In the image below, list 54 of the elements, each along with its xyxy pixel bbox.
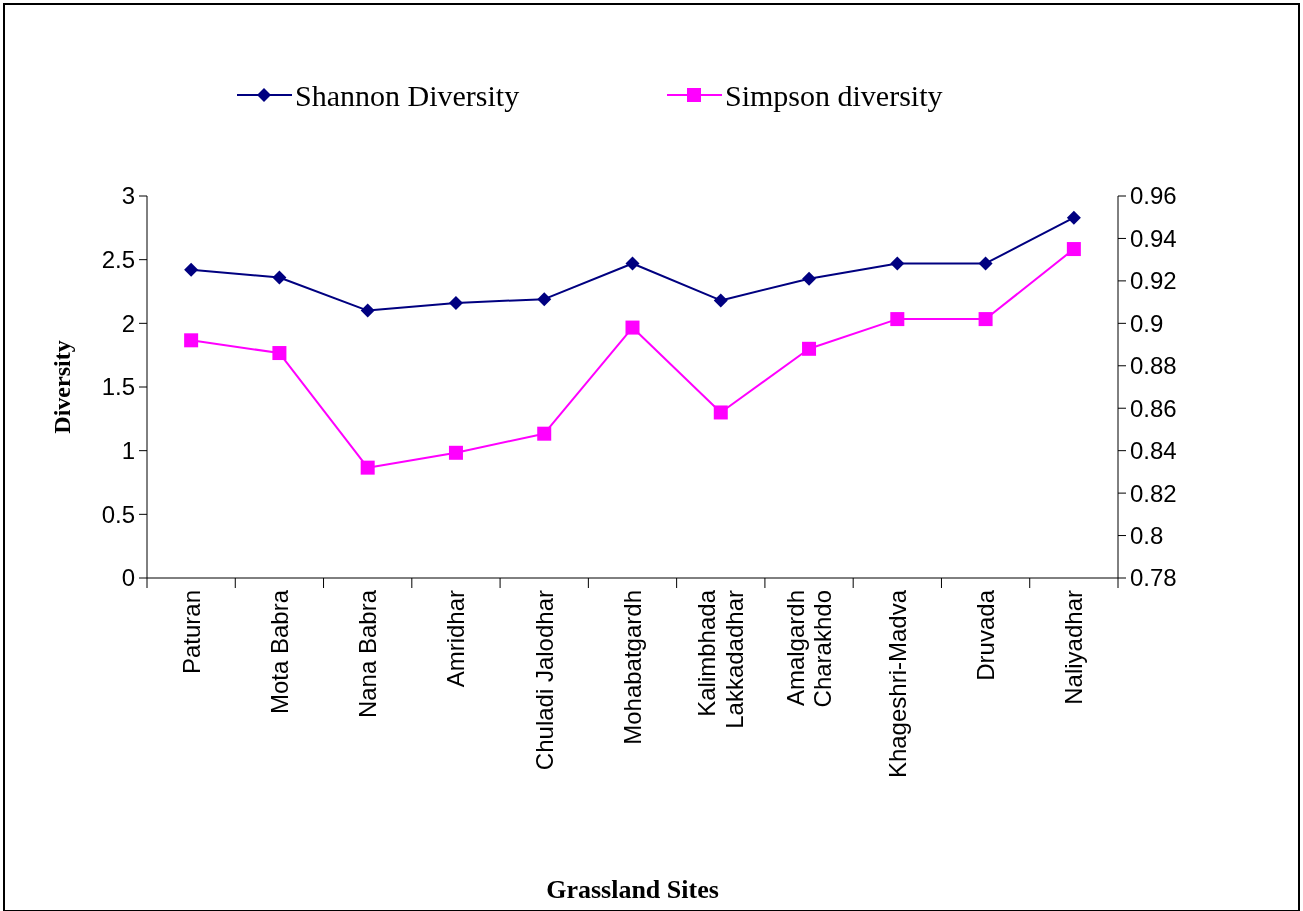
y-tick-label: 1 — [121, 437, 135, 465]
x-tick-label: Chuladi Jalodhar — [530, 590, 558, 771]
point — [272, 346, 287, 361]
x-tick-label: Nana Babra — [354, 589, 382, 719]
legend-label: Shannon Diversity — [295, 78, 520, 112]
point — [978, 312, 993, 327]
legend-label: Simpson diversity — [725, 78, 943, 112]
y2-tick-label: 0.88 — [1130, 352, 1177, 380]
y-tick-label: 3 — [121, 182, 135, 210]
y2-tick-label: 0.82 — [1130, 479, 1177, 507]
x-tick-label: Amridhar — [442, 589, 470, 688]
point — [890, 312, 905, 327]
point — [978, 256, 993, 271]
y2-tick-label: 0.96 — [1130, 182, 1177, 210]
point — [890, 256, 905, 271]
y2-tick-label: 0.92 — [1130, 267, 1177, 295]
y-tick-label: 0 — [121, 564, 135, 592]
point — [1066, 242, 1081, 257]
x-tick-label: Amalgardh Charakhdo — [781, 590, 837, 708]
point — [802, 341, 817, 356]
y2-tick-label: 0.9 — [1130, 309, 1164, 337]
point — [713, 293, 728, 308]
point — [713, 405, 728, 420]
point — [625, 256, 640, 271]
y2-tick-label: 0.94 — [1130, 224, 1177, 252]
y2-tick-label: 0.84 — [1130, 437, 1177, 465]
point — [272, 270, 287, 285]
y-axis-title: Diversity — [49, 340, 75, 434]
x-tick-label: Paturan — [177, 590, 205, 675]
point — [184, 333, 199, 348]
point — [360, 460, 375, 475]
point — [184, 262, 199, 277]
y-tick-label: 0.5 — [101, 500, 135, 528]
x-tick-label: Mohabatgardh — [618, 590, 646, 745]
x-tick-label: Druvada — [971, 589, 999, 681]
point — [625, 320, 640, 335]
x-tick-label: Naliyadhar — [1060, 590, 1088, 705]
y-tick-label: 2.5 — [101, 246, 135, 274]
x-tick-label: Khageshri-Madva — [883, 589, 911, 779]
point — [360, 303, 375, 318]
x-tick-label: Mota Babra — [265, 589, 293, 715]
point — [1066, 210, 1081, 225]
point — [448, 445, 463, 460]
point — [802, 271, 817, 286]
y2-tick-label: 0.78 — [1130, 564, 1177, 592]
x-axis-title: Grassland Sites — [546, 875, 719, 904]
x-tick-label: Kalimbhada Lakkadadhar — [693, 589, 748, 729]
point — [448, 295, 463, 310]
point — [537, 292, 552, 307]
y-tick-label: 1.5 — [101, 373, 135, 401]
y-tick-label: 2 — [121, 309, 135, 337]
y2-tick-label: 0.8 — [1130, 521, 1164, 549]
y2-tick-label: 0.86 — [1130, 394, 1177, 422]
point — [537, 426, 552, 441]
